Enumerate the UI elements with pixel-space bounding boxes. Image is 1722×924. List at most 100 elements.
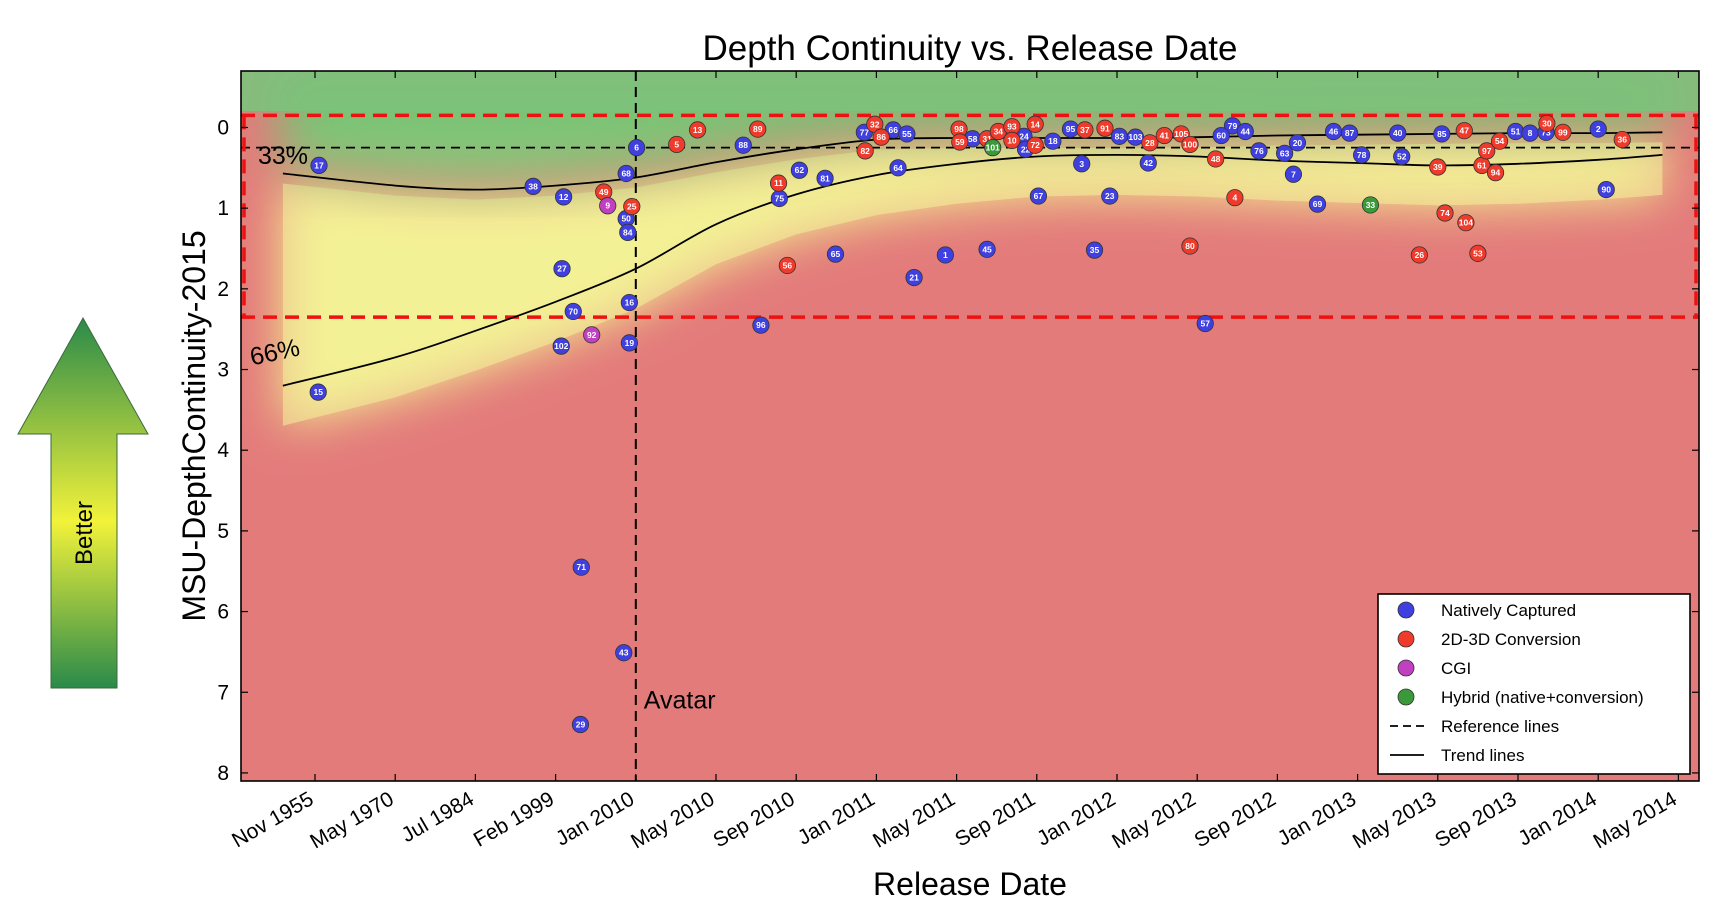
legend-label: Reference lines (1441, 717, 1559, 736)
data-point: 27 (553, 260, 571, 278)
point-marker (1486, 164, 1505, 182)
data-point: 3 (1073, 155, 1091, 173)
data-point: 84 (619, 223, 637, 241)
data-point: 96 (752, 316, 770, 334)
point-label: 17 (314, 160, 324, 170)
data-point: 59 (951, 133, 969, 151)
point-marker (688, 121, 707, 139)
point-marker (310, 156, 328, 174)
x-tick-label: Jan 2010 (552, 787, 638, 850)
point-marker (1026, 136, 1044, 154)
data-point: 69 (1308, 195, 1327, 213)
point-marker (620, 334, 638, 352)
data-point: 72 (1026, 136, 1044, 154)
point-marker (1212, 126, 1230, 145)
x-tick-label: May 1970 (306, 787, 397, 853)
point-marker (1429, 158, 1447, 176)
point-marker (872, 128, 890, 146)
point-label: 53 (1473, 248, 1483, 258)
point-marker (1490, 132, 1509, 150)
legend-label: CGI (1441, 659, 1471, 678)
point-label: 38 (528, 181, 538, 191)
point-label: 45 (982, 244, 992, 254)
legend-marker (1397, 659, 1415, 677)
point-marker (905, 268, 923, 287)
avatar-label: Avatar (644, 686, 716, 714)
point-marker (856, 142, 874, 160)
point-marker (1073, 155, 1091, 173)
point-label: 12 (559, 192, 569, 202)
data-point: 85 (1433, 125, 1451, 143)
point-marker (1433, 125, 1451, 143)
reference-lines: Avatar (241, 71, 1699, 781)
point-label: 76 (1254, 146, 1264, 156)
point-label: 80 (1185, 241, 1195, 251)
point-marker (752, 316, 770, 334)
data-point: 40 (1389, 124, 1407, 142)
data-point: 97 (1478, 142, 1496, 160)
point-label: 60 (1217, 131, 1227, 141)
x-tick-label: May 2012 (1108, 787, 1199, 853)
point-marker (1478, 142, 1496, 160)
point-label: 49 (599, 187, 609, 197)
point-marker (555, 188, 573, 206)
data-point: 10 (1003, 131, 1021, 149)
point-marker (1207, 150, 1225, 168)
data-point: 45 (978, 240, 996, 258)
point-marker (620, 293, 638, 312)
data-point: 79 (1223, 117, 1242, 135)
point-label: 2 (1596, 124, 1601, 134)
data-point: 8 (1521, 124, 1539, 142)
bg-green-top (241, 71, 1699, 111)
point-marker (1026, 115, 1044, 133)
point-label: 95 (1066, 124, 1076, 134)
point-marker (1436, 204, 1454, 222)
data-point: 6 (628, 139, 646, 157)
point-marker (1589, 120, 1607, 138)
point-marker (778, 256, 796, 275)
point-label: 70 (569, 306, 579, 316)
point-label: 40 (1393, 128, 1403, 138)
legend-marker (1397, 630, 1415, 648)
point-label: 65 (831, 249, 841, 259)
point-label: 78 (1357, 150, 1367, 160)
point-marker (1308, 195, 1327, 213)
point-label: 5 (674, 139, 679, 149)
data-point: 33 (1361, 196, 1380, 214)
point-label: 19 (625, 338, 635, 348)
y-tick-label: 2 (217, 278, 229, 301)
data-point: 41 (1155, 126, 1173, 145)
data-point: 52 (1393, 147, 1411, 166)
point-label: 26 (1415, 250, 1425, 260)
point-label: 24 (1019, 131, 1029, 141)
data-point: 100 (1181, 135, 1199, 154)
point-marker (1101, 187, 1119, 205)
point-label: 3 (1079, 159, 1084, 169)
x-tick-label: Jan 2014 (1514, 787, 1601, 850)
data-point: 16 (620, 293, 638, 312)
point-label: 6 (634, 143, 639, 153)
data-point: 39 (1429, 158, 1447, 176)
data-point: 7 (1284, 165, 1303, 183)
x-tick-label: Jan 2011 (794, 787, 879, 849)
y-tick-label: 7 (217, 681, 229, 704)
data-point: 78 (1353, 146, 1371, 164)
point-marker (1029, 187, 1048, 205)
point-marker (1003, 131, 1021, 149)
data-point: 48 (1207, 150, 1225, 168)
point-label: 48 (1211, 154, 1221, 164)
point-label: 99 (1558, 127, 1568, 137)
point-marker (1393, 147, 1411, 166)
data-point: 36 (1613, 130, 1631, 149)
point-label: 90 (1601, 185, 1611, 195)
data-point: 4 (1226, 189, 1244, 207)
data-point: 17 (310, 156, 328, 174)
data-point: 56 (778, 256, 796, 275)
point-label: 54 (1495, 136, 1505, 146)
data-point: 46 (1324, 122, 1343, 141)
data-point: 64 (889, 159, 907, 177)
data-point: 82 (856, 142, 874, 160)
point-marker (1455, 122, 1473, 140)
data-point: 65 (826, 245, 845, 263)
data-point: 42 (1139, 154, 1157, 172)
